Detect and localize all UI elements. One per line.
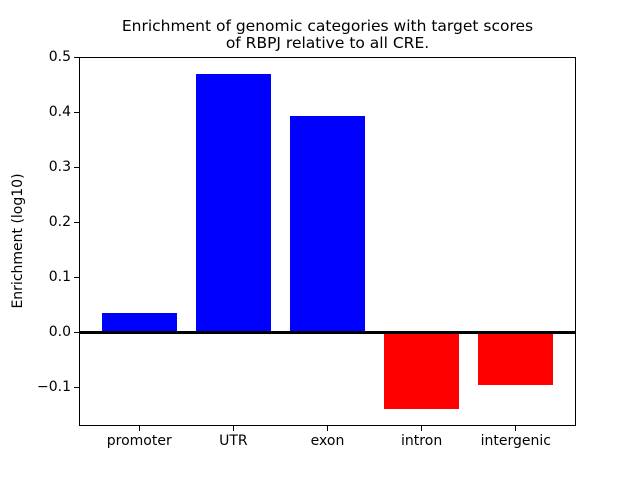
x-tick	[327, 426, 328, 431]
y-tick	[74, 221, 79, 223]
x-tick	[421, 426, 423, 431]
bar-UTR	[195, 73, 272, 333]
x-tick	[515, 426, 517, 431]
x-tick	[138, 426, 140, 431]
bar-exon	[289, 115, 366, 333]
y-axis-label: Enrichment (log10)	[10, 173, 26, 309]
bar-intron	[383, 332, 460, 410]
chart-title: Enrichment of genomic categories with ta…	[121, 17, 534, 52]
x-tick-label-intergenic: intergenic	[480, 433, 551, 449]
y-tick	[74, 276, 79, 278]
y-tick-label: 0.0	[48, 324, 71, 341]
y-tick	[74, 111, 79, 113]
x-tick-label-exon: exon	[310, 433, 345, 449]
bar-intergenic	[478, 332, 554, 386]
bar-promoter	[101, 313, 177, 333]
y-tick	[74, 56, 79, 58]
y-tick	[74, 331, 79, 333]
y-tick-label: −0.1	[37, 379, 71, 396]
y-tick	[74, 386, 79, 388]
y-tick-label: 0.5	[48, 49, 71, 65]
y-tick-label: 0.2	[48, 214, 71, 231]
x-tick-label-intron: intron	[401, 433, 443, 449]
x-tick-label-promoter: promoter	[106, 433, 172, 449]
x-tick-label-UTR: UTR	[219, 433, 248, 449]
y-tick	[74, 166, 79, 168]
x-tick	[232, 426, 234, 431]
zero-baseline	[79, 330, 576, 334]
y-tick-label: 0.1	[48, 269, 71, 286]
y-tick-label: 0.4	[48, 104, 71, 121]
y-tick-label: 0.3	[48, 159, 71, 176]
